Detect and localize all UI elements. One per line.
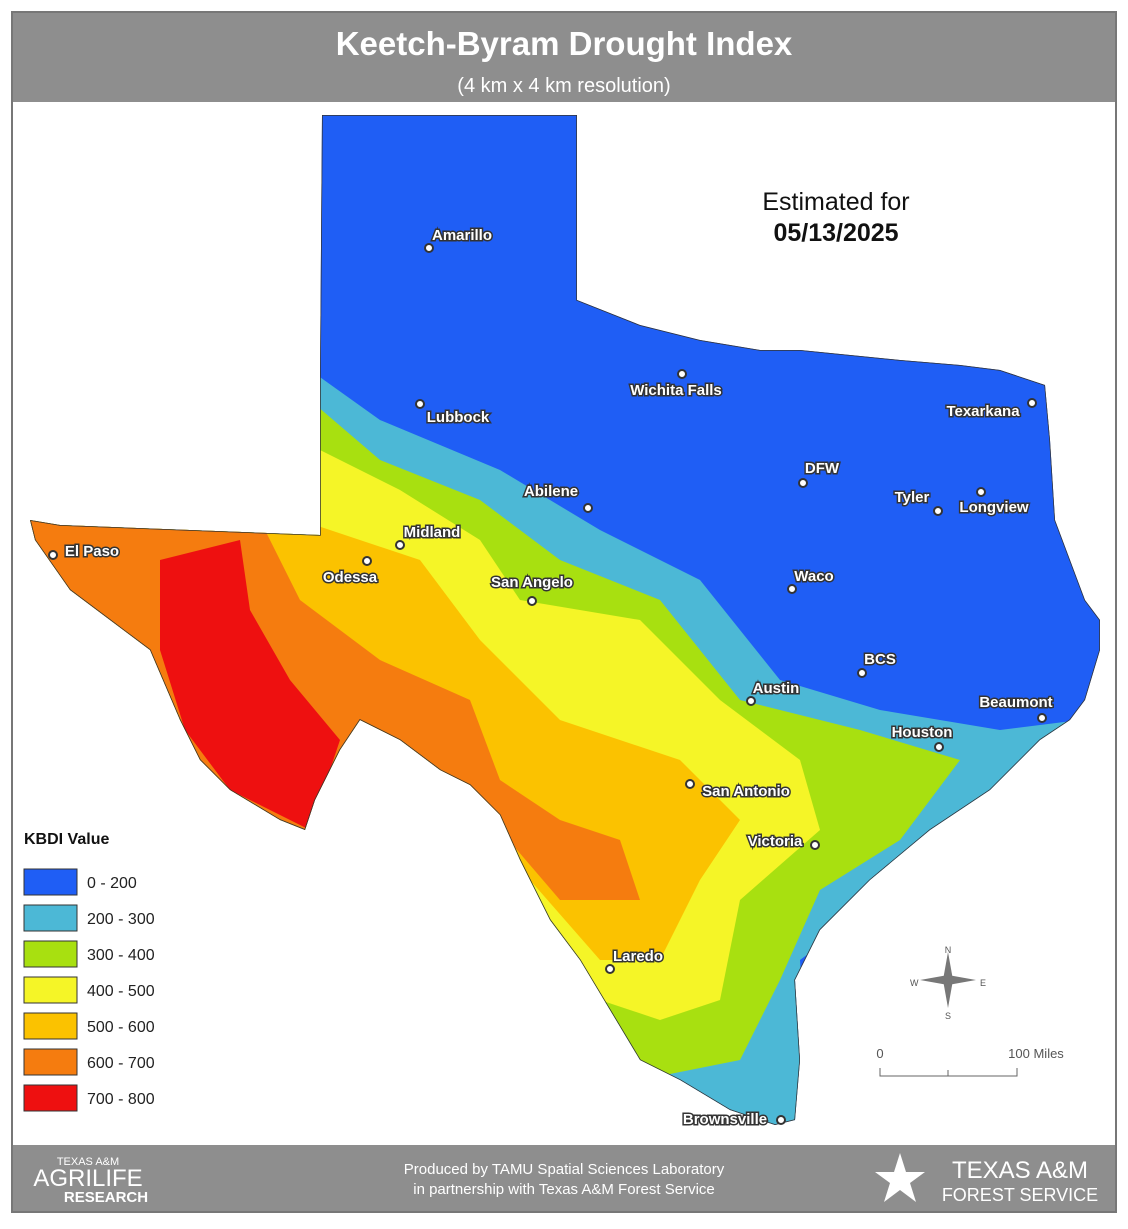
city-dot [1027,398,1037,408]
compass-s: S [945,1011,951,1021]
legend-swatch [23,1048,78,1076]
legend-swatch [23,1012,78,1040]
star-logo [875,1153,925,1202]
city-dot [798,478,808,488]
left-logo-2: AGRILIFE [33,1165,142,1192]
legend-swatch [23,1084,78,1112]
city-dot [583,503,593,513]
city-dot [934,742,944,752]
left-logo-1: TEXAS A&M [57,1156,119,1168]
compass-w: W [910,978,919,988]
city-dot [1037,713,1047,723]
legend-label: 600 - 700 [87,1055,155,1072]
legend-label: 200 - 300 [87,911,155,928]
credit-1: Produced by TAMU Spatial Sciences Labora… [404,1161,725,1178]
footer-bar [13,1145,1115,1211]
legend-label: 700 - 800 [87,1091,155,1108]
city-dot [48,550,58,560]
city-label: Abilene [524,483,578,500]
legend-swatch [23,976,78,1004]
credit-2: in partnership with Texas A&M Forest Ser… [413,1181,715,1198]
legend-label: 0 - 200 [87,875,137,892]
city-dot [415,399,425,409]
legend-swatch [23,904,78,932]
city-label: BCS [864,651,896,668]
scale-bar: 0 100 Miles [876,1046,1064,1077]
city-dot [677,369,687,379]
city-label: Austin [753,680,800,697]
city-dot [424,243,434,253]
city-label: Victoria [748,833,803,850]
city-dot [527,596,537,606]
city-label: San Angelo [491,574,573,591]
compass: N S E W [910,945,986,1021]
subtitle: (4 km x 4 km resolution) [457,75,670,97]
legend-label: 400 - 500 [87,983,155,1000]
city-dot [362,556,372,566]
scale-start: 0 [876,1046,883,1061]
city-dot [787,584,797,594]
scale-end: 100 Miles [1008,1046,1064,1061]
legend-swatch [23,868,78,896]
date: 05/13/2025 [773,219,898,247]
legend: 0 - 200 200 - 300 300 - 400 400 - 500 500 - … [23,868,155,1112]
city-dot [976,487,986,497]
city-label: Beaumont [979,694,1052,711]
cities: Amarillo Lubbock Wichita Falls Texarkana DFW… [48,226,1054,1130]
right-logo-2: FOREST SERVICE [942,1185,1098,1205]
legend-label: 300 - 400 [87,947,155,964]
city-label: Laredo [613,948,663,965]
city-label: Brownsville [683,1111,767,1128]
city-label: Tyler [895,489,930,506]
legend-label: 500 - 600 [87,1019,155,1036]
city-label: Lubbock [427,409,490,426]
city-label: El Paso [65,543,119,560]
city-label: DFW [805,460,840,477]
city-label: Midland [404,524,461,541]
city-dot [605,964,615,974]
city-label: Waco [794,568,833,585]
city-dot [810,840,820,850]
city-label: Texarkana [946,403,1020,420]
city-label: Houston [892,724,953,741]
right-logo-1: TEXAS A&M [952,1157,1088,1184]
title: Keetch-Byram Drought Index [336,25,793,62]
legend-swatch [23,940,78,968]
city-dot [685,779,695,789]
compass-n: N [945,945,952,955]
city-label: Wichita Falls [630,382,722,399]
city-dot [933,506,943,516]
city-label: Odessa [323,569,378,586]
header-bar [13,13,1115,102]
city-dot [857,668,867,678]
city-label: Amarillo [432,227,492,244]
city-dot [395,540,405,550]
left-logo-3: RESEARCH [64,1189,148,1206]
compass-e: E [980,978,986,988]
city-dot [776,1115,786,1125]
city-label: Longview [959,499,1029,516]
city-dot [746,696,756,706]
city-label: San Antonio [702,783,790,800]
date-label: Estimated for [762,188,909,216]
legend-title: KBDI Value [24,831,109,848]
